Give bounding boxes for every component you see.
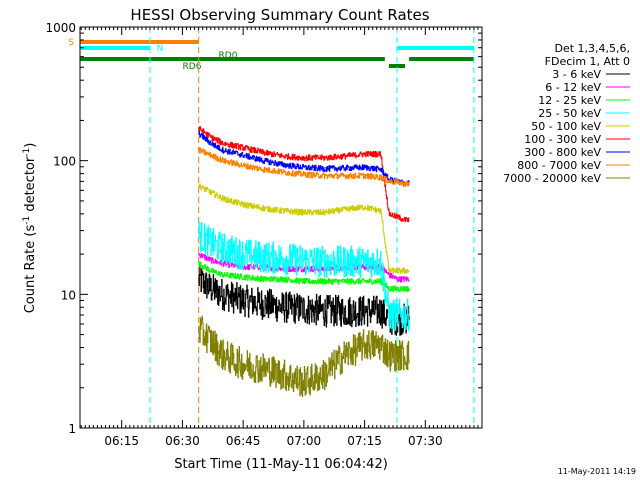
legend-header: FDecim 1, Att 0 — [545, 55, 630, 68]
x-axis: 06:15 06:30 06:45 07:00 07:15 07:30 — [80, 27, 483, 448]
y-axis-label: Count Rate (s-1 detector-1) — [22, 143, 38, 314]
legend-entry: 100 - 300 keV — [524, 133, 601, 146]
legend-entry: 800 - 7000 keV — [517, 159, 601, 172]
legend: Det 1,3,4,5,6,FDecim 1, Att 03 - 6 keV6 … — [503, 42, 630, 185]
flag-bar-label: RD6 — [183, 62, 202, 72]
series-line — [198, 130, 410, 187]
series-line — [198, 261, 410, 293]
x-tick-label: 07:00 — [287, 434, 322, 448]
flag-bar-label: S — [68, 38, 74, 48]
x-tick-label: 06:15 — [104, 434, 139, 448]
timestamp: 11-May-2011 14:19 — [558, 467, 636, 476]
flag-bar-label: RD0 — [219, 51, 238, 61]
y-tick-label: 1000 — [45, 21, 76, 35]
legend-entry: 3 - 6 keV — [552, 68, 601, 81]
legend-header: Det 1,3,4,5,6, — [554, 42, 630, 55]
x-tick-label: 07:30 — [408, 434, 443, 448]
flag-bars: S N RD0 RD6 — [68, 38, 474, 72]
data-series — [198, 126, 410, 397]
x-tick-label: 07:15 — [347, 434, 382, 448]
y-axis: 1 10 100 1000 — [45, 21, 482, 436]
plot-frame — [79, 26, 483, 429]
vertical-markers — [79, 27, 475, 428]
series-line — [198, 263, 410, 336]
flag-bar-label: N — [157, 44, 164, 54]
series-line — [198, 126, 410, 223]
legend-entry: 7000 - 20000 keV — [503, 172, 601, 185]
legend-entry: 50 - 100 keV — [531, 120, 601, 133]
series-line — [198, 147, 410, 187]
legend-entry: 12 - 25 keV — [538, 94, 601, 107]
y-tick-label: 1 — [68, 422, 76, 436]
x-axis-label: Start Time (11-May-11 06:04:42) — [174, 457, 388, 472]
chart-title: HESSI Observing Summary Count Rates — [130, 6, 429, 24]
x-tick-label: 06:45 — [226, 434, 261, 448]
legend-entry: 25 - 50 keV — [538, 107, 601, 120]
y-tick-label: 10 — [61, 288, 76, 302]
x-tick-label: 06:30 — [165, 434, 200, 448]
y-tick-label: 100 — [53, 155, 76, 169]
series-line — [198, 183, 410, 274]
legend-entry: 6 - 12 keV — [545, 81, 601, 94]
series-line — [198, 221, 410, 332]
legend-entry: 300 - 800 keV — [524, 146, 601, 159]
series-line — [198, 315, 410, 397]
